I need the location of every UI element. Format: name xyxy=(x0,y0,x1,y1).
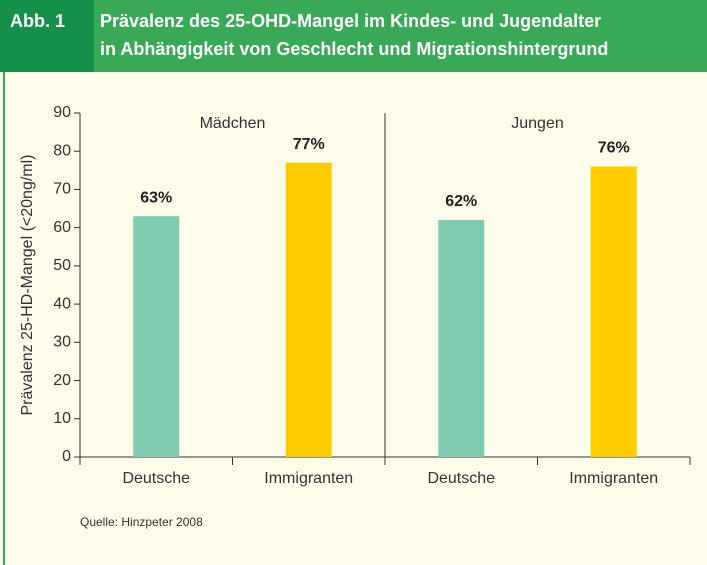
y-tick-label: 10 xyxy=(53,410,71,427)
header-title: in Abhängigkeit von Geschlecht und Migra… xyxy=(100,39,608,59)
header-title: Prävalenz des 25-OHD-Mangel im Kindes- u… xyxy=(100,11,601,31)
y-tick-label: 90 xyxy=(53,104,71,121)
y-axis-label: Prävalenz 25-HD-Mangel (<20ng/ml) xyxy=(19,155,36,416)
y-tick-label: 50 xyxy=(53,257,71,274)
x-tick-label: Immigranten xyxy=(264,470,353,487)
y-tick-label: 30 xyxy=(53,334,71,351)
y-tick-label: 60 xyxy=(53,219,71,236)
left-border xyxy=(3,72,5,565)
bar xyxy=(438,220,485,457)
value-label: 77% xyxy=(293,136,325,153)
y-tick-label: 40 xyxy=(53,295,71,312)
bar xyxy=(133,216,180,457)
x-tick-label: Immigranten xyxy=(569,470,658,487)
x-tick-label: Deutsche xyxy=(427,470,495,487)
value-label: 76% xyxy=(598,140,630,157)
bar xyxy=(590,166,637,457)
y-tick-label: 20 xyxy=(53,372,71,389)
source: Quelle: Hinzpeter 2008 xyxy=(80,515,203,529)
group-label: Jungen xyxy=(511,115,564,132)
value-label: 62% xyxy=(445,193,477,210)
x-tick-label: Deutsche xyxy=(122,470,190,487)
header-label-box xyxy=(0,0,94,72)
y-tick-label: 70 xyxy=(53,181,71,198)
group-label: Mädchen xyxy=(200,115,266,132)
y-tick-label: 0 xyxy=(62,448,71,465)
value-label: 63% xyxy=(140,189,172,206)
header-bar xyxy=(0,0,707,72)
header-label: Abb. 1 xyxy=(10,11,65,31)
y-tick-label: 80 xyxy=(53,142,71,159)
bar xyxy=(285,162,332,457)
